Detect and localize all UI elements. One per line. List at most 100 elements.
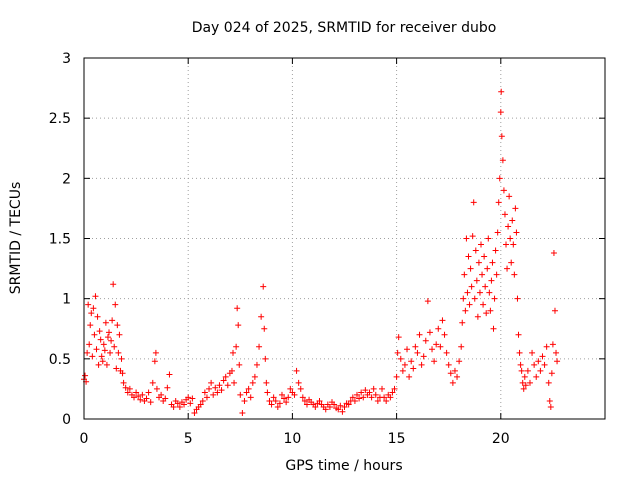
data-point bbox=[516, 349, 523, 356]
data-point bbox=[517, 361, 524, 368]
data-point bbox=[253, 361, 260, 368]
data-point bbox=[372, 391, 379, 398]
data-point bbox=[511, 271, 518, 278]
data-point bbox=[408, 358, 415, 365]
data-point bbox=[482, 283, 489, 290]
data-point bbox=[84, 349, 91, 356]
data-point bbox=[358, 389, 365, 396]
data-point bbox=[133, 389, 140, 396]
chart-title: Day 024 of 2025, SRMTID for receiver dub… bbox=[192, 20, 497, 36]
data-point bbox=[503, 241, 510, 248]
data-point bbox=[456, 358, 463, 365]
data-point bbox=[93, 346, 100, 353]
data-point bbox=[278, 391, 285, 398]
data-point bbox=[206, 385, 213, 392]
data-point bbox=[212, 384, 219, 391]
y-tick-label: 3 bbox=[62, 51, 71, 67]
data-point bbox=[201, 389, 208, 396]
data-point bbox=[274, 403, 281, 410]
data-point bbox=[507, 235, 514, 242]
data-point bbox=[87, 322, 94, 329]
data-point bbox=[501, 211, 508, 218]
data-point bbox=[424, 298, 431, 305]
data-point bbox=[152, 349, 159, 356]
data-point bbox=[272, 397, 279, 404]
data-point bbox=[451, 367, 458, 374]
data-point bbox=[486, 289, 493, 296]
data-point bbox=[360, 394, 367, 401]
data-point bbox=[312, 403, 319, 410]
data-point bbox=[498, 88, 505, 95]
data-point bbox=[518, 367, 525, 374]
data-point bbox=[535, 358, 542, 365]
data-point bbox=[368, 394, 375, 401]
y-tick-label: 0.5 bbox=[49, 352, 71, 368]
data-point bbox=[95, 361, 102, 368]
data-point bbox=[303, 401, 310, 408]
data-point bbox=[395, 334, 402, 341]
data-point bbox=[124, 389, 131, 396]
data-point bbox=[381, 394, 388, 401]
data-point bbox=[545, 379, 552, 386]
data-point bbox=[122, 384, 129, 391]
data-point bbox=[521, 373, 528, 380]
data-point bbox=[249, 379, 256, 386]
data-point bbox=[522, 382, 529, 389]
data-point bbox=[543, 343, 550, 350]
data-point bbox=[153, 385, 160, 392]
y-axis-label: SRMTID / TECUs bbox=[8, 182, 24, 295]
data-point bbox=[245, 385, 252, 392]
data-point bbox=[551, 307, 558, 314]
grid-lines bbox=[84, 58, 605, 419]
data-point bbox=[235, 322, 242, 329]
data-point bbox=[262, 355, 269, 362]
data-point bbox=[268, 401, 275, 408]
data-point bbox=[449, 379, 456, 386]
data-point bbox=[553, 349, 560, 356]
data-point bbox=[113, 365, 120, 372]
data-point bbox=[322, 406, 329, 413]
data-point bbox=[224, 382, 231, 389]
data-point bbox=[499, 157, 506, 164]
data-point bbox=[539, 353, 546, 360]
data-point bbox=[82, 372, 89, 379]
data-point bbox=[143, 395, 150, 402]
data-point bbox=[546, 397, 553, 404]
data-point bbox=[483, 310, 490, 317]
data-point bbox=[111, 343, 118, 350]
data-point bbox=[406, 373, 413, 380]
data-point bbox=[114, 322, 121, 329]
data-point bbox=[94, 313, 101, 320]
data-point bbox=[220, 377, 227, 384]
data-point bbox=[459, 319, 466, 326]
data-point bbox=[266, 397, 273, 404]
data-point bbox=[222, 373, 229, 380]
data-point bbox=[301, 397, 308, 404]
data-point bbox=[462, 307, 469, 314]
data-point bbox=[326, 403, 333, 410]
data-point bbox=[454, 373, 461, 380]
data-point bbox=[473, 277, 480, 284]
data-point bbox=[258, 313, 265, 320]
data-point bbox=[208, 379, 215, 386]
data-point bbox=[293, 367, 300, 374]
data-point bbox=[291, 391, 298, 398]
data-point bbox=[508, 259, 515, 266]
data-point bbox=[437, 343, 444, 350]
data-point bbox=[115, 349, 122, 356]
data-point bbox=[261, 325, 268, 332]
data-point bbox=[101, 347, 108, 354]
data-point bbox=[264, 389, 271, 396]
data-point bbox=[420, 353, 427, 360]
data-point bbox=[491, 295, 498, 302]
data-point bbox=[331, 401, 338, 408]
data-point bbox=[174, 400, 181, 407]
data-point bbox=[509, 217, 516, 224]
x-tick-label: 0 bbox=[80, 431, 89, 447]
data-point bbox=[470, 199, 477, 206]
data-point bbox=[263, 379, 270, 386]
data-point bbox=[505, 223, 512, 230]
data-point bbox=[445, 361, 452, 368]
data-point bbox=[393, 373, 400, 380]
data-point bbox=[131, 394, 138, 401]
